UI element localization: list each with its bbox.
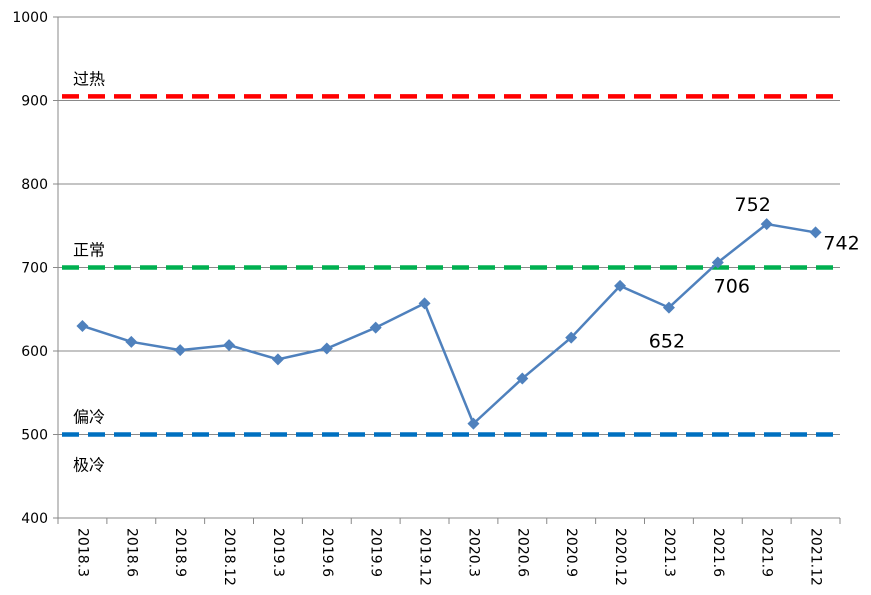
x-tick-label: 2020.12 [612,528,628,586]
data-point-2020.3 [467,417,480,430]
grid-layer [58,16,840,519]
x-tick-label: 2021.3 [661,528,677,577]
x-tick-label: 2018.6 [123,528,139,577]
data-label-706: 706 [714,275,750,297]
x-tick-label: 2019.6 [319,528,335,577]
data-point-2018.6 [125,335,138,348]
y-tick-label: 800 [21,177,48,193]
x-tick-label: 2018.12 [221,528,237,586]
data-point-2020.12 [614,279,627,292]
y-tick-label: 700 [21,261,48,277]
data-label-742: 742 [823,232,859,254]
zone-label: 正常 [73,241,105,260]
data-point-2019.6 [320,342,333,355]
y-tick-label: 600 [21,344,48,360]
data-point-2019.12 [418,297,431,310]
reference-lines [62,94,840,437]
data-point-2019.3 [271,353,284,366]
data-point-2019.9 [369,321,382,334]
data-point-2021.3 [662,301,675,314]
x-tick-label: 2019.9 [368,528,384,577]
x-tick-label: 2018.9 [172,528,188,577]
x-tick-label: 2021.6 [710,528,726,577]
series-layer [76,218,822,430]
series-line-0 [82,222,816,426]
data-label-652: 652 [649,331,685,353]
zone-label: 偏冷 [73,408,105,427]
x-tick-label: 2019.3 [270,528,286,577]
data-point-2020.9 [565,331,578,344]
x-tick-label: 2021.9 [759,528,775,577]
y-tick-label: 500 [21,428,48,444]
zone-label: 极冷 [73,456,105,475]
x-tick-label: 2020.9 [563,528,579,577]
x-tick-label: 2021.12 [808,528,824,586]
y-tick-label: 400 [21,511,48,527]
data-point-2021.9 [760,218,773,231]
data-point-2018.3 [76,319,89,332]
y-tick-label: 1000 [12,10,48,26]
data-point-2018.9 [174,344,187,357]
y-tick-label: 900 [21,94,48,110]
x-tick-label: 2020.6 [514,528,530,577]
data-point-2021.6 [711,256,724,269]
x-tick-label: 2018.3 [74,528,90,577]
data-point-2020.6 [516,372,529,385]
x-tick-label: 2020.3 [465,528,481,577]
axes: 400 500 600 700 800 900 1000 2018.3 2018.6 2018.9… [12,10,841,586]
x-tick-label: 2019.12 [417,528,433,586]
data-point-2018.12 [223,339,236,352]
zone-label: 过热 [73,69,105,88]
data-point-2021.12 [809,226,822,239]
data-label-752: 752 [735,194,771,216]
